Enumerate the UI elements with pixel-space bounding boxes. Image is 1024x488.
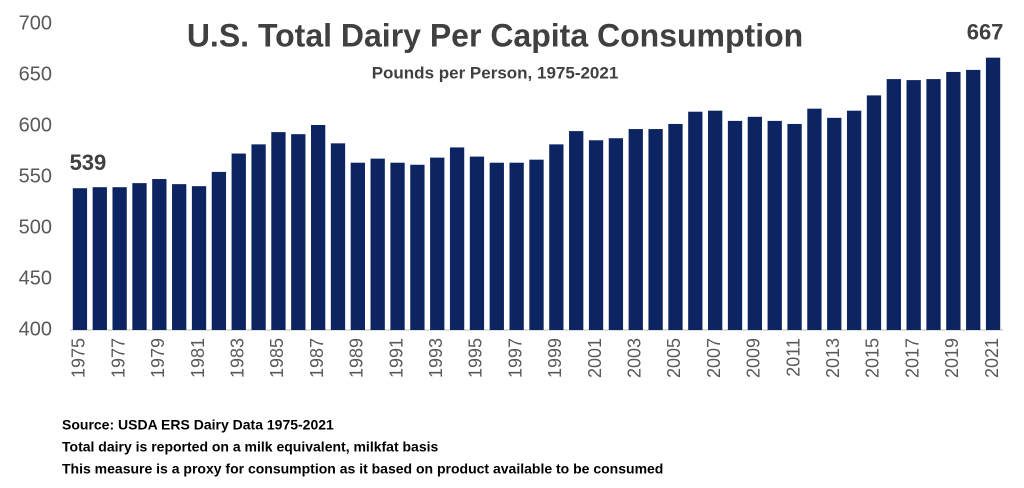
x-tick-label: 2019 [942,338,962,378]
bar [807,108,822,330]
y-tick-label: 700 [19,12,52,34]
bar [132,183,147,330]
bar [291,134,306,330]
footnote: This measure is a proxy for consumption … [62,461,663,477]
bar [866,95,882,331]
x-tick-label: 1987 [307,338,327,378]
x-tick-label: 1975 [69,338,89,378]
bar [827,117,842,330]
x-tick-label: 1985 [267,338,287,378]
x-tick-label: 1977 [108,338,128,378]
bar [469,156,485,330]
x-tick-label: 2015 [863,338,883,378]
bar [628,129,643,330]
bar [608,138,624,330]
bar [172,184,187,330]
bar [92,187,107,330]
bar [350,162,365,330]
bar [708,110,723,330]
bar [529,159,544,330]
bar [489,162,504,330]
x-tick-label: 2009 [744,338,764,378]
x-tick-label: 2001 [585,338,605,378]
x-tick-label: 2007 [704,338,724,378]
bar [549,144,564,330]
chart-subtitle: Pounds per Person, 1975-2021 [372,63,619,82]
bar [112,187,127,330]
bar [846,110,862,330]
y-tick-label: 550 [19,165,52,187]
bar [271,132,286,330]
bar [886,79,901,330]
bar [688,111,703,330]
bar [310,124,326,330]
bar [767,120,782,331]
x-tick-label: 2011 [783,338,803,377]
x-tick-label: 1997 [505,338,525,378]
x-tick-label: 1993 [426,338,446,378]
x-tick-label: 2017 [902,338,922,378]
x-tick-label: 2003 [625,338,645,378]
x-tick-label: 1991 [386,338,406,378]
bar [72,188,88,330]
data-label: 539 [70,150,107,175]
data-label: 667 [967,19,1004,44]
y-tick-label: 500 [19,216,52,238]
bar [946,71,961,330]
y-tick-label: 450 [19,267,52,289]
y-tick-label: 650 [19,63,52,85]
y-tick-label: 400 [19,318,52,340]
bar [588,140,604,330]
bar [390,162,405,330]
footnote: Total dairy is reported on a milk equiva… [62,439,439,455]
bar [966,69,981,331]
x-tick-label: 1995 [466,338,486,378]
bar [787,123,802,331]
x-tick-label: 2005 [664,338,684,378]
bar [211,171,227,330]
bar [727,120,743,331]
x-tick-label: 1999 [545,338,565,378]
chart-title: U.S. Total Dairy Per Capita Consumption [187,17,803,53]
bar [985,57,1001,330]
bar [747,116,763,330]
bar [251,144,266,330]
bar [906,80,921,330]
x-tick-label: 1989 [347,338,367,378]
bar [668,123,683,331]
bar [191,186,207,330]
bar [410,164,425,330]
bar [926,79,941,330]
bar [569,131,584,330]
x-tick-label: 1983 [227,338,247,378]
footnote: Source: USDA ERS Dairy Data 1975-2021 [62,417,334,433]
bar [330,143,346,330]
bar [152,179,167,330]
bar [370,158,385,330]
bar [509,162,524,330]
bar [430,157,445,330]
bar [231,153,246,330]
bar [648,129,663,330]
bar [449,147,465,330]
x-tick-label: 1979 [148,338,168,378]
y-tick-label: 600 [19,114,52,136]
x-tick-label: 1981 [188,338,208,378]
x-tick-label: 2021 [982,338,1002,378]
x-tick-label: 2013 [823,338,843,378]
